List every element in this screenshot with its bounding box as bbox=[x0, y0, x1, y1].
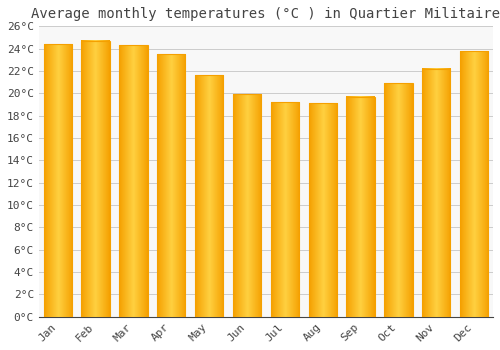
Bar bbox=[422, 69, 450, 317]
Bar bbox=[270, 102, 299, 317]
Bar bbox=[308, 103, 337, 317]
Bar bbox=[82, 41, 110, 317]
Title: Average monthly temperatures (°C ) in Quartier Militaire: Average monthly temperatures (°C ) in Qu… bbox=[32, 7, 500, 21]
Bar bbox=[384, 83, 412, 317]
Bar bbox=[460, 51, 488, 317]
Bar bbox=[233, 94, 261, 317]
Bar bbox=[346, 97, 375, 317]
Bar bbox=[195, 76, 224, 317]
Bar bbox=[119, 45, 148, 317]
Bar bbox=[44, 44, 72, 317]
Bar bbox=[157, 54, 186, 317]
